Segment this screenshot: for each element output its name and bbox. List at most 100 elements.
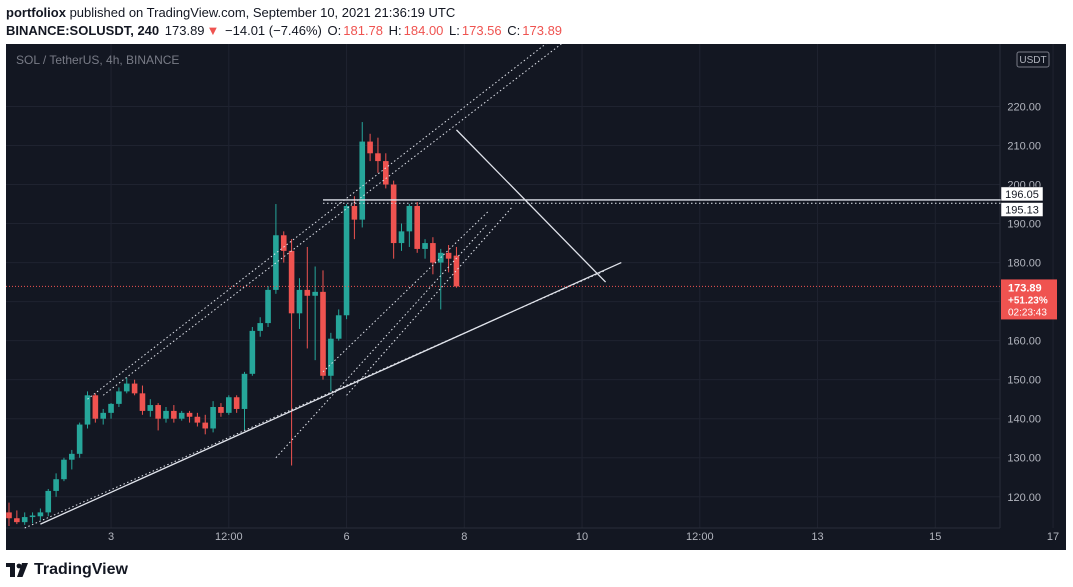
- trendline-dotted: [102, 44, 563, 396]
- chart-header: portfoliox published on TradingView.com,…: [6, 4, 1066, 40]
- candle-body: [296, 289, 303, 314]
- candle-body: [155, 405, 161, 419]
- last-price-badge: [1001, 279, 1057, 320]
- trendline-solid: [40, 261, 622, 525]
- chart-background: [6, 44, 1066, 550]
- x-tick-label: 15: [929, 531, 941, 543]
- open-value: 181.78: [343, 23, 384, 38]
- candle-body: [202, 422, 209, 429]
- candle-body: [390, 184, 397, 244]
- candle-body: [100, 412, 106, 419]
- candle-body: [171, 410, 177, 419]
- x-tick-label: 12:00: [686, 531, 714, 543]
- candle-body: [414, 205, 420, 249]
- candle-body: [14, 518, 20, 523]
- candle-body: [147, 405, 154, 411]
- candle-body: [6, 512, 12, 519]
- x-tick-label: 3: [108, 531, 114, 543]
- chart-panel[interactable]: SOL / TetherUS, 4h, BINANCE 120.00 130.00 1…: [6, 44, 1066, 550]
- down-arrow-icon: ▼: [206, 23, 220, 38]
- y-tick-label: 210.00: [1007, 140, 1041, 152]
- candle-body: [422, 243, 428, 249]
- x-tick-label: 13: [811, 531, 823, 543]
- currency-badge: [1016, 51, 1050, 68]
- x-tick-label: 10: [576, 531, 588, 543]
- footer: TradingView: [6, 558, 128, 582]
- y-tick-label: 220.00: [1007, 101, 1041, 113]
- candle-body: [398, 231, 405, 244]
- x-tick-label: 17: [1047, 531, 1059, 543]
- candle-body: [249, 330, 256, 374]
- candle-body: [186, 412, 193, 417]
- currency-label: USDT: [1019, 55, 1046, 66]
- candle-body: [233, 397, 240, 409]
- last-price-label: 173.89: [1008, 282, 1042, 294]
- published-text: published on TradingView.com, September …: [69, 5, 456, 20]
- y-tick-label: 150.00: [1007, 375, 1041, 387]
- candle-body: [445, 252, 452, 259]
- last-price-pct: +51.23%: [1008, 295, 1048, 306]
- low-label: L:: [449, 23, 460, 38]
- ohlc-line: BINANCE:SOLUSDT, 240 173.89 ▼ −14.01 (−7.…: [6, 22, 1066, 40]
- x-tick-label: 6: [343, 531, 349, 543]
- high-label: H:: [388, 23, 402, 38]
- candle-body: [383, 161, 389, 185]
- candle-body: [226, 397, 232, 413]
- trendline-dotted: [275, 223, 489, 459]
- x-tick-label: 8: [461, 531, 467, 543]
- candle-body: [69, 453, 75, 460]
- candle-body: [351, 205, 358, 220]
- candle-body: [280, 235, 287, 251]
- candle-body: [76, 424, 83, 454]
- candle-body: [194, 416, 201, 423]
- tradingview-logo-icon: [6, 563, 28, 577]
- candle-body: [92, 395, 99, 419]
- candle-body: [131, 383, 138, 394]
- candle-body: [430, 243, 436, 263]
- low-value: 173.56: [461, 23, 502, 38]
- candlestick-chart[interactable]: SOL / TetherUS, 4h, BINANCE 120.00 130.00 1…: [6, 44, 1066, 550]
- candle-body: [320, 291, 326, 376]
- candle-body: [328, 338, 334, 376]
- publisher-name[interactable]: portfoliox: [6, 5, 66, 20]
- close-label: C:: [507, 23, 521, 38]
- candle-body: [139, 393, 146, 411]
- high-value: 184.00: [403, 23, 444, 38]
- candle-body: [116, 391, 122, 404]
- open-label: O:: [327, 23, 342, 38]
- y-tick-label: 120.00: [1007, 492, 1041, 504]
- candle-body: [53, 479, 59, 491]
- y-tick-label: 190.00: [1007, 219, 1041, 231]
- candle-body: [29, 515, 36, 518]
- candle-body: [375, 153, 381, 162]
- candle-body: [84, 395, 91, 425]
- y-tick-label: 160.00: [1007, 336, 1041, 348]
- candle-body: [288, 250, 295, 314]
- candle-body: [304, 289, 311, 296]
- candle-body: [178, 412, 185, 419]
- candle-body: [367, 141, 373, 154]
- candle-body: [335, 315, 342, 339]
- last-price-value: 173.89: [164, 23, 205, 38]
- trendline-solid: [455, 129, 607, 283]
- candle-body: [108, 403, 114, 413]
- price-level-label: 196.05: [1005, 189, 1039, 201]
- symbol-label: BINANCE:SOLUSDT, 240: [6, 23, 160, 38]
- publish-line: portfoliox published on TradingView.com,…: [6, 4, 1066, 22]
- tradingview-brand: TradingView: [34, 561, 128, 578]
- y-tick-label: 180.00: [1007, 258, 1041, 270]
- trendline-dotted: [87, 44, 547, 400]
- chart-title: SOL / TetherUS, 4h, BINANCE: [16, 53, 179, 67]
- candle-body: [273, 235, 279, 290]
- price-level-label: 195.13: [1005, 205, 1039, 217]
- candle-body: [123, 383, 130, 392]
- close-value: 173.89: [522, 23, 563, 38]
- price-level-badge: [1000, 186, 1044, 202]
- candle-body: [406, 205, 413, 232]
- candle-body: [359, 141, 366, 220]
- x-tick-label: 12:00: [215, 531, 243, 543]
- candle-body: [210, 407, 216, 429]
- candle-body: [218, 407, 224, 413]
- candle-body: [241, 373, 248, 409]
- candle-body: [45, 490, 52, 513]
